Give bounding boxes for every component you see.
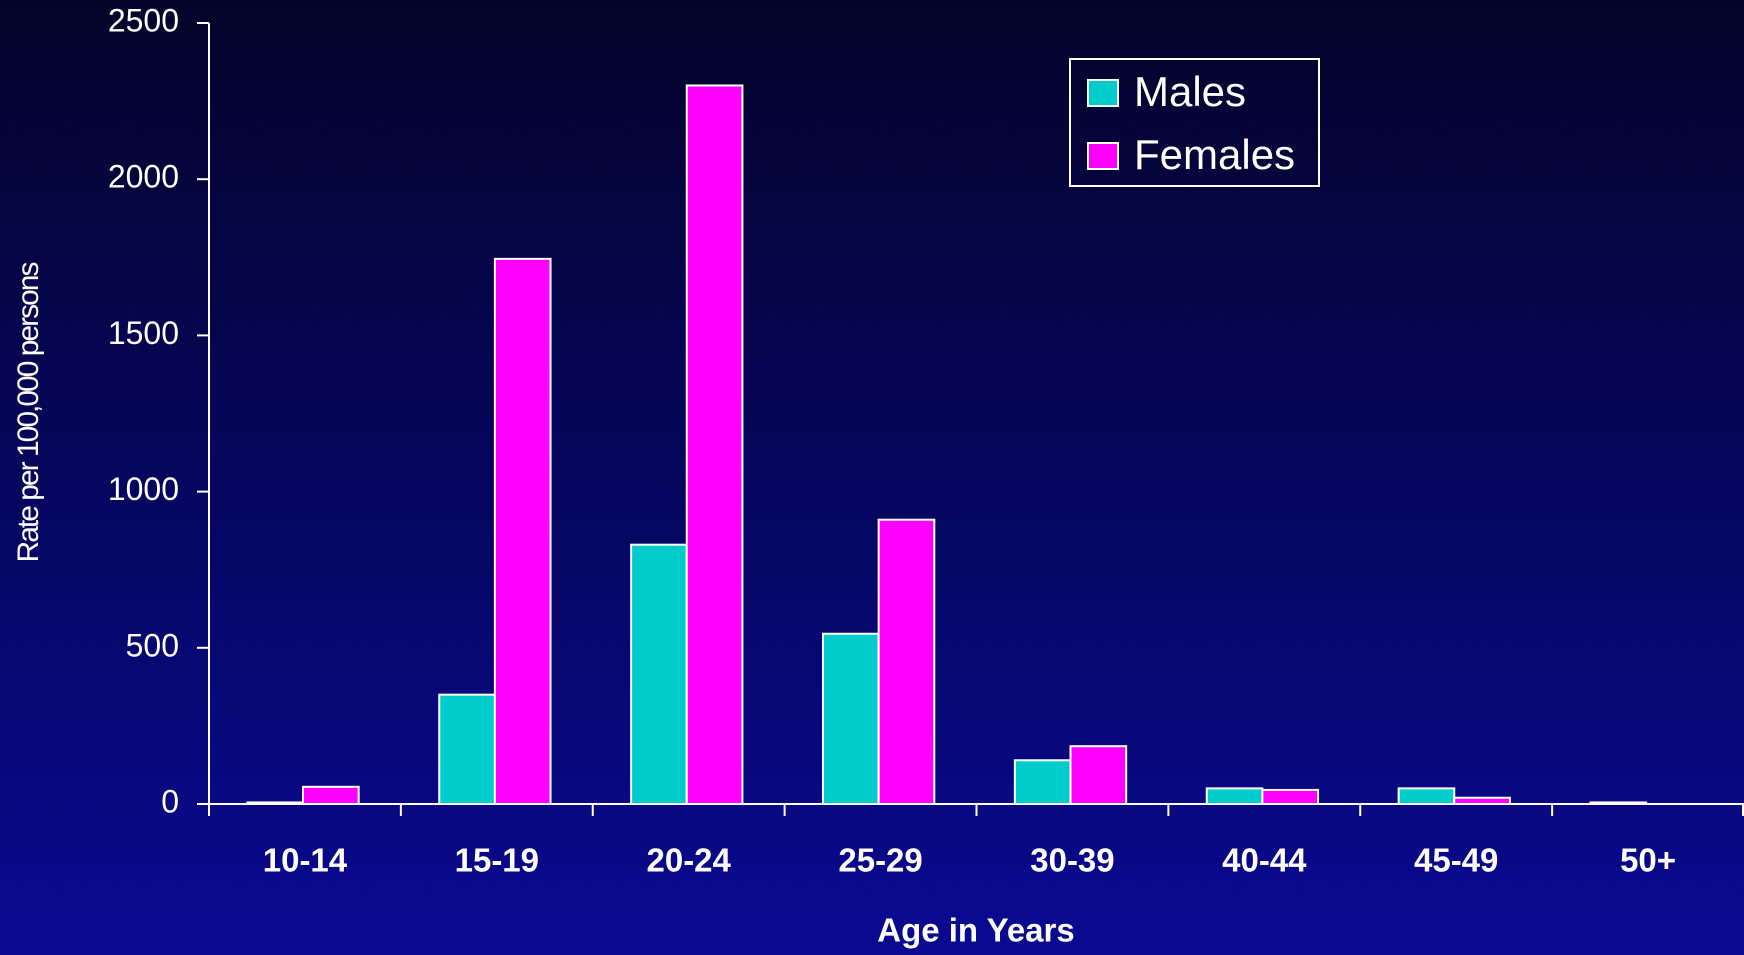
- y-tick-label: 2000: [108, 159, 179, 195]
- x-tick-label: 30-39: [1030, 842, 1114, 879]
- x-axis-title: Age in Years: [877, 912, 1075, 949]
- x-tick-label: 40-44: [1222, 842, 1307, 879]
- y-tick-label: 1000: [108, 471, 179, 507]
- x-tick-label: 10-14: [263, 842, 348, 879]
- legend-box: [1069, 58, 1320, 187]
- bar: [1069, 745, 1128, 805]
- x-tick-label: 20-24: [646, 842, 731, 879]
- legend-swatch: [1087, 142, 1119, 170]
- x-tick-label: 15-19: [455, 842, 539, 879]
- bar: [1013, 759, 1072, 805]
- x-tick-label: 50+: [1620, 842, 1676, 879]
- bar: [877, 518, 936, 805]
- bar: [822, 632, 880, 805]
- y-tick-label: 2500: [108, 2, 179, 38]
- bar: [1261, 788, 1320, 806]
- legend-label: Females: [1134, 131, 1295, 178]
- bar: [1397, 787, 1456, 806]
- bar: [246, 801, 305, 805]
- bar: [493, 257, 552, 805]
- x-tick-label: 25-29: [838, 842, 922, 879]
- y-tick-label: 0: [161, 783, 179, 819]
- bar: [1205, 787, 1264, 806]
- y-axis-title: Rate per 100,000 persons: [12, 263, 45, 563]
- bar: [438, 693, 496, 805]
- x-tick-label: 45-49: [1414, 842, 1498, 879]
- bar: [630, 543, 688, 805]
- y-tick-label: 500: [126, 627, 179, 663]
- bar: [685, 84, 744, 806]
- legend-swatch: [1087, 79, 1119, 107]
- bar: [1589, 801, 1648, 805]
- y-tick-label: 1500: [108, 315, 179, 351]
- bar: [302, 785, 360, 805]
- legend-label: Males: [1134, 68, 1246, 115]
- bar: [1453, 796, 1511, 806]
